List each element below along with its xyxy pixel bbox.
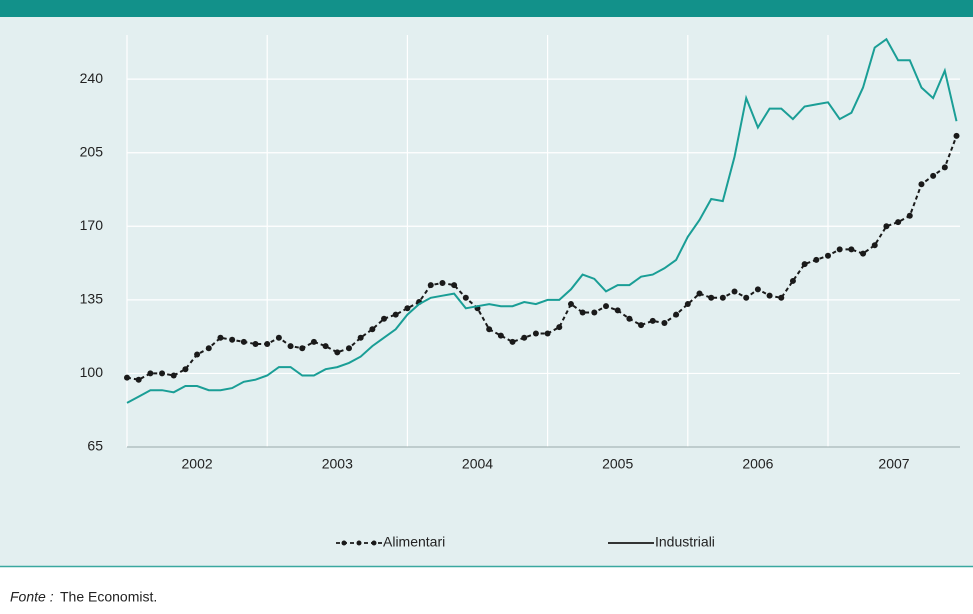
x-tick-label: 2007 [878, 456, 909, 472]
marker [825, 252, 831, 259]
marker [275, 334, 282, 341]
y-tick-label: 170 [80, 217, 104, 233]
marker [252, 341, 259, 347]
legend-marker [341, 540, 347, 546]
marker [567, 301, 574, 308]
marker [754, 286, 761, 293]
header-bar [0, 0, 973, 17]
marker [369, 326, 376, 333]
marker [708, 294, 715, 301]
marker [486, 326, 493, 333]
marker [509, 338, 516, 345]
marker [299, 345, 306, 352]
y-tick-label: 205 [80, 143, 104, 159]
marker [532, 330, 539, 337]
marker [766, 292, 773, 299]
marker [591, 309, 598, 316]
marker [451, 282, 458, 289]
marker [918, 181, 925, 188]
marker [626, 315, 633, 322]
x-tick-label: 2003 [322, 456, 353, 472]
marker [381, 315, 388, 322]
marker [603, 303, 610, 310]
marker [462, 294, 469, 301]
marker [194, 351, 201, 358]
series-line [126, 37, 958, 404]
marker [649, 317, 656, 324]
marker [264, 341, 271, 347]
y-tick-label: 65 [87, 438, 103, 454]
marker [579, 309, 586, 316]
x-tick-label: 2002 [182, 456, 213, 472]
marker [357, 334, 364, 341]
marker [743, 294, 750, 301]
marker [953, 132, 960, 139]
marker [813, 256, 820, 263]
marker [836, 246, 843, 253]
y-tick-label: 135 [80, 291, 104, 307]
marker [883, 223, 890, 230]
source-label: Fonte : [10, 589, 54, 605]
marker [941, 164, 948, 171]
marker [731, 288, 738, 295]
legend-marker [356, 540, 362, 546]
marker [848, 246, 855, 253]
marker [229, 336, 236, 343]
marker [614, 307, 621, 314]
marker [684, 301, 691, 308]
marker [906, 212, 913, 219]
marker [392, 311, 399, 318]
marker [871, 242, 878, 249]
source-text: The Economist. [60, 589, 157, 605]
marker [930, 172, 937, 179]
x-tick-label: 2004 [462, 456, 493, 472]
legend-marker [371, 540, 377, 546]
x-tick-label: 2005 [602, 456, 633, 472]
y-tick-label: 240 [80, 70, 104, 86]
marker [895, 219, 902, 226]
marker [661, 319, 668, 326]
x-tick-label: 2006 [742, 456, 773, 472]
legend-label: Industriali [655, 534, 715, 550]
marker [789, 277, 796, 284]
marker [696, 290, 703, 297]
marker [404, 305, 411, 312]
marker [182, 366, 189, 373]
marker [170, 372, 177, 379]
marker [719, 294, 726, 301]
marker [147, 370, 154, 377]
marker [334, 349, 341, 356]
marker [124, 374, 130, 381]
marker [240, 338, 247, 345]
marker [217, 334, 224, 341]
marker [556, 324, 563, 331]
legend-label: Alimentari [383, 534, 445, 550]
marker [310, 338, 317, 345]
marker [345, 345, 352, 352]
marker [439, 280, 446, 287]
panel-background [0, 0, 973, 566]
marker [544, 330, 551, 337]
marker [860, 250, 867, 257]
marker [205, 345, 212, 352]
marker [497, 332, 504, 339]
marker [427, 282, 434, 289]
y-tick-label: 100 [80, 364, 104, 380]
marker [638, 322, 645, 329]
marker [322, 343, 329, 350]
marker [778, 294, 785, 301]
marker [159, 370, 166, 377]
marker [521, 334, 528, 341]
marker [801, 261, 808, 268]
marker [673, 311, 680, 318]
marker [135, 376, 142, 383]
marker [287, 343, 294, 350]
